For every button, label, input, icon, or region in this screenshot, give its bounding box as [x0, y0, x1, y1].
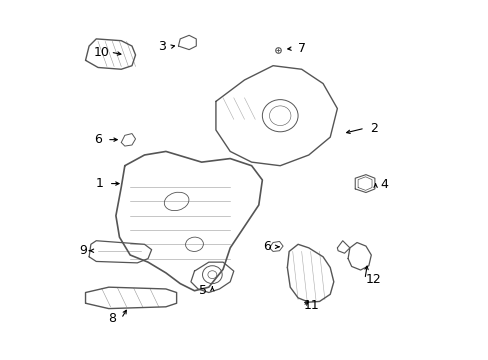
Text: 5: 5: [199, 284, 207, 297]
Text: 4: 4: [380, 178, 387, 191]
Text: 11: 11: [303, 299, 319, 312]
Text: 6: 6: [262, 240, 270, 253]
Text: 10: 10: [94, 46, 109, 59]
Text: 8: 8: [108, 312, 116, 325]
Text: 6: 6: [94, 133, 102, 146]
Text: 9: 9: [79, 244, 87, 257]
Text: 1: 1: [96, 177, 103, 190]
Text: 7: 7: [297, 42, 305, 55]
Text: 3: 3: [157, 40, 165, 53]
Text: 2: 2: [369, 122, 377, 135]
Text: 12: 12: [365, 273, 381, 286]
